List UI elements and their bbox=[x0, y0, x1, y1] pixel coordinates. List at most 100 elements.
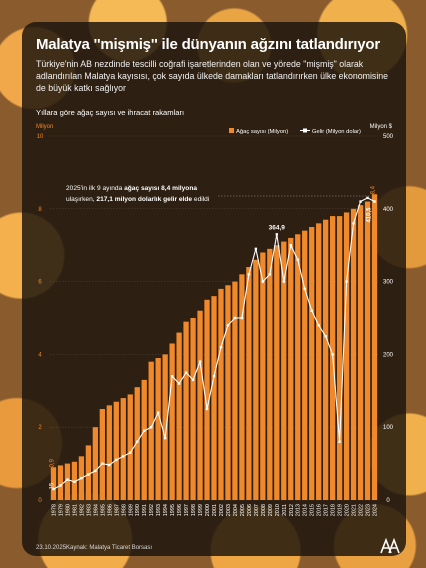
bar bbox=[113, 401, 119, 500]
line-point bbox=[163, 436, 167, 440]
line-point bbox=[366, 196, 369, 200]
line-point bbox=[156, 411, 160, 414]
bar bbox=[106, 405, 112, 500]
x-tick-label: 2016 bbox=[317, 504, 323, 516]
line-point bbox=[129, 451, 132, 454]
annotation-text-2: ulaşırken, bbox=[66, 195, 97, 203]
x-tick-label: 2008 bbox=[261, 504, 267, 516]
bar bbox=[316, 223, 322, 501]
line-point bbox=[331, 353, 334, 356]
left-tick-label: 8 bbox=[38, 207, 42, 213]
bar bbox=[288, 237, 294, 501]
bar bbox=[155, 358, 161, 500]
bar bbox=[148, 361, 154, 500]
bar bbox=[218, 288, 224, 500]
x-tick-label: 1988 bbox=[121, 504, 127, 516]
line-point bbox=[80, 476, 83, 480]
bar bbox=[50, 467, 57, 500]
line-point bbox=[219, 345, 223, 349]
line-point bbox=[233, 316, 237, 320]
bar-data-label: 8,4 bbox=[371, 185, 377, 194]
annotation-text-3: edildi bbox=[192, 195, 210, 203]
aa-logo-icon bbox=[380, 538, 400, 554]
bar bbox=[169, 343, 175, 500]
x-tick-label: 2011 bbox=[282, 504, 288, 516]
x-tick-label: 2001 bbox=[212, 504, 218, 516]
line-point bbox=[170, 375, 174, 378]
x-tick-label: 2021 bbox=[352, 504, 358, 516]
x-tick-label: 2003 bbox=[226, 504, 232, 516]
bar bbox=[85, 445, 92, 500]
bar bbox=[197, 310, 203, 500]
line-point bbox=[289, 244, 292, 247]
line-point bbox=[324, 335, 327, 338]
bar bbox=[92, 427, 99, 500]
bar bbox=[162, 354, 168, 500]
x-tick-label: 1992 bbox=[149, 504, 155, 516]
bar bbox=[127, 394, 133, 500]
bar bbox=[176, 332, 182, 500]
x-tick-label: 2009 bbox=[268, 504, 274, 516]
line-point bbox=[73, 480, 76, 483]
line-point bbox=[240, 316, 244, 320]
right-axis-unit: Milyon $ bbox=[370, 124, 393, 130]
annotation-bold-2: 217,1 milyon dolarlık gelir elde bbox=[96, 195, 193, 203]
right-tick-label: 400 bbox=[383, 207, 394, 213]
line-point bbox=[373, 200, 376, 203]
page-subtitle: Türkiye'nin AB nezdinde tescilli coğrafi… bbox=[36, 59, 389, 93]
line-point bbox=[226, 324, 230, 327]
bar bbox=[295, 234, 301, 500]
x-tick-label: 1982 bbox=[79, 504, 85, 516]
line-point bbox=[143, 429, 146, 433]
left-tick-label: 2 bbox=[38, 425, 42, 431]
line-point bbox=[177, 382, 181, 385]
bar bbox=[141, 379, 147, 500]
line-point bbox=[66, 478, 69, 481]
x-tick-label: 1980 bbox=[65, 504, 71, 516]
bar bbox=[309, 227, 315, 500]
bar bbox=[57, 465, 64, 500]
annotation-text-1: 2025'in ilk 9 ayında bbox=[66, 185, 125, 192]
footer-source: Kaynak: Malatya Ticaret Borsası bbox=[66, 545, 153, 551]
x-tick-label: 2007 bbox=[254, 504, 260, 516]
left-tick-label: 6 bbox=[38, 280, 42, 286]
x-tick-label: 1986 bbox=[107, 504, 113, 516]
left-axis-unit: Milyon bbox=[36, 124, 53, 130]
line-point bbox=[247, 273, 251, 276]
x-tick-label: 2014 bbox=[303, 504, 309, 516]
line-point bbox=[122, 455, 125, 458]
legend-line-marker bbox=[303, 128, 307, 133]
left-tick-label: 10 bbox=[37, 134, 44, 140]
line-point bbox=[198, 360, 202, 363]
x-tick-label: 1979 bbox=[58, 504, 64, 516]
x-tick-label: 2020 bbox=[345, 504, 351, 516]
bar-data-label: 0,9 bbox=[49, 458, 55, 467]
line-point bbox=[108, 463, 111, 467]
line-point bbox=[87, 473, 90, 476]
x-tick-label: 1995 bbox=[170, 504, 176, 516]
line-point bbox=[261, 280, 265, 283]
line-point bbox=[268, 273, 272, 276]
x-tick-label: 1994 bbox=[163, 504, 169, 516]
x-tick-label: 2017 bbox=[324, 504, 330, 516]
left-tick-label: 4 bbox=[38, 352, 42, 358]
line-point bbox=[205, 407, 209, 411]
line-point bbox=[345, 280, 348, 283]
x-tick-label: 1985 bbox=[100, 504, 106, 516]
footer-date: 23.10.2025 bbox=[36, 545, 67, 551]
bar bbox=[246, 267, 252, 500]
bar bbox=[323, 219, 329, 500]
bar bbox=[232, 281, 238, 500]
bar bbox=[350, 208, 357, 501]
bar bbox=[357, 205, 364, 500]
x-tick-label: 1993 bbox=[156, 504, 162, 516]
x-tick-label: 2015 bbox=[310, 504, 316, 516]
bar bbox=[371, 194, 378, 501]
page-title: Malatya ''mişmiş'' ile dünyanın ağzını t… bbox=[36, 36, 380, 53]
line-point bbox=[52, 487, 55, 491]
line-point bbox=[282, 280, 285, 283]
bar bbox=[134, 387, 140, 500]
line-point bbox=[310, 309, 313, 312]
bar bbox=[336, 216, 343, 500]
